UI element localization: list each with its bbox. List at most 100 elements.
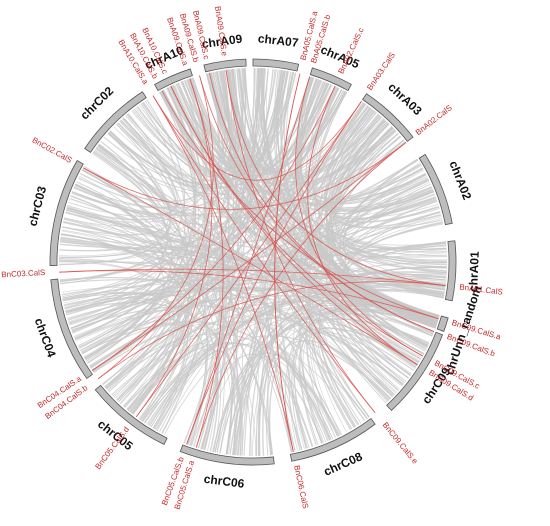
synteny-link	[132, 68, 263, 415]
synteny-link	[67, 196, 437, 321]
synteny-link	[65, 301, 242, 456]
synteny-link	[62, 291, 217, 451]
synteny-link	[236, 290, 445, 456]
gene-link	[152, 95, 294, 452]
synteny-link	[189, 78, 409, 379]
synteny-link	[98, 102, 365, 195]
chromosome-arc-chra09	[203, 58, 247, 73]
chromosome-arc-chra02	[418, 153, 453, 226]
synteny-link	[189, 78, 439, 219]
synteny-link	[187, 79, 338, 174]
gene-link	[274, 73, 301, 452]
chromosome-arc-chra07	[252, 58, 300, 72]
synteny-link	[59, 83, 332, 283]
gene-links	[59, 69, 446, 452]
synteny-link	[62, 141, 170, 236]
synteny-link	[256, 68, 447, 253]
synteny-link	[66, 70, 226, 221]
chromosome-label-chrc06: chrC06	[203, 472, 245, 491]
gene-link	[189, 78, 224, 448]
synteny-link	[292, 139, 405, 449]
synteny-link	[232, 69, 356, 428]
gene-link	[59, 268, 446, 286]
synteny-link	[58, 130, 172, 266]
synteny-link	[81, 103, 186, 355]
gene-link	[152, 95, 362, 181]
gene-link	[186, 76, 311, 445]
synteny-link	[90, 323, 183, 410]
synteny-link	[74, 79, 320, 209]
chromosome-arc-chrc05	[94, 384, 168, 445]
synteny-link	[156, 79, 321, 431]
synteny-link	[197, 72, 230, 449]
gene-link	[161, 90, 439, 320]
synteny-link	[324, 115, 418, 203]
chromosome-arc-chrc06	[179, 444, 275, 466]
synteny-link	[177, 83, 235, 455]
chromosome-arc-chra01	[444, 240, 457, 302]
gene-link	[97, 281, 446, 380]
synteny-link	[128, 304, 438, 412]
synteny-link	[60, 233, 219, 452]
synteny-link	[306, 103, 366, 425]
gene-link	[135, 78, 213, 418]
synteny-link	[117, 189, 434, 401]
synteny-link	[307, 332, 407, 437]
gene-label: BnC03.CalS	[1, 268, 45, 279]
gene-link	[83, 167, 418, 366]
synteny-link	[307, 122, 389, 433]
synteny-link	[162, 89, 390, 402]
synteny-link	[218, 70, 448, 266]
gene-link	[91, 86, 336, 371]
synteny-link	[95, 147, 437, 327]
synteny-link	[303, 91, 370, 418]
chromosome-label-chra01: chrA01	[466, 251, 482, 293]
synteny-link	[83, 89, 195, 358]
synteny-link	[160, 90, 345, 177]
chromosome-arc-chra10	[154, 68, 193, 92]
synteny-link	[74, 252, 447, 340]
synteny-link	[244, 68, 439, 320]
gene-link	[195, 142, 407, 448]
synteny-link	[59, 68, 262, 252]
chromosome-arcs	[49, 58, 457, 466]
chromosome-arc-chra05	[309, 67, 352, 92]
gene-link	[225, 69, 376, 414]
gene-link	[59, 270, 439, 320]
synteny-link	[65, 69, 235, 313]
synteny-link	[225, 310, 436, 455]
synteny-link	[75, 183, 236, 456]
chromosome-arc-chrc03	[49, 159, 84, 266]
gene-link	[199, 75, 435, 332]
synteny-link	[59, 129, 396, 283]
synteny-link	[177, 82, 447, 268]
chromosome-label-chra09: chrA09	[201, 32, 244, 52]
synteny-link	[255, 190, 434, 457]
synteny-link	[222, 70, 244, 456]
synteny-link	[104, 173, 427, 389]
synteny-link	[61, 286, 179, 413]
chromosome-arc-chrc08	[289, 417, 376, 462]
gene-link	[295, 76, 423, 357]
synteny-link	[104, 82, 329, 190]
synteny-link	[85, 146, 173, 361]
synteny-link	[73, 122, 177, 215]
synteny-link	[340, 297, 440, 363]
synteny-link	[138, 104, 382, 187]
chromosome-arc-chrc09	[386, 331, 444, 412]
gene-link	[97, 75, 214, 380]
synteny-link	[331, 120, 445, 295]
chromosome-label-chra07: chrA07	[257, 31, 299, 50]
synteny-link	[65, 212, 162, 329]
gene-link	[152, 95, 376, 414]
synteny-link	[326, 126, 411, 377]
synteny-link	[319, 312, 433, 425]
chromosome-arc-chrc04	[50, 278, 94, 379]
synteny-link	[344, 271, 447, 348]
chromosome-arc-chrc02	[84, 91, 147, 153]
synteny-link	[207, 73, 417, 368]
synteny-link	[96, 119, 385, 199]
synteny-link	[317, 308, 436, 428]
synteny-link	[129, 110, 376, 413]
